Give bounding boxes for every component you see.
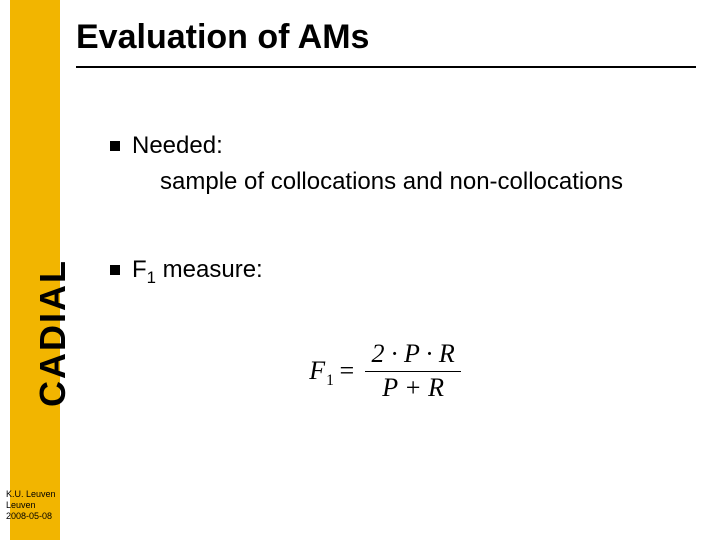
bullet-label-f1: F1 measure: xyxy=(132,256,263,288)
brand-label: CADIAL xyxy=(32,259,74,407)
bullet-item-f1: F1 measure: xyxy=(110,256,690,288)
page-title: Evaluation of AMs xyxy=(76,18,369,57)
formula-equals: = xyxy=(338,356,356,386)
formula-denominator: P + R xyxy=(376,374,450,403)
footer: K.U. Leuven Leuven 2008-05-08 xyxy=(6,489,56,522)
footer-line-3: 2008-05-08 xyxy=(6,511,56,522)
bullet-subtext-needed: sample of collocations and non-collocati… xyxy=(160,168,690,196)
square-bullet-icon xyxy=(110,141,120,151)
bullet-item-needed: Needed: xyxy=(110,132,690,160)
footer-line-1: K.U. Leuven xyxy=(6,489,56,500)
f1-label-suffix: measure: xyxy=(156,256,263,283)
footer-line-2: Leuven xyxy=(6,500,56,511)
content-area: Needed: sample of collocations and non-c… xyxy=(110,132,690,296)
f1-label-prefix: F xyxy=(132,256,147,283)
formula-numerator: 2 · P · R xyxy=(365,340,460,369)
f1-label-subscript: 1 xyxy=(147,268,156,287)
fraction-bar xyxy=(365,371,460,373)
slide: CADIAL K.U. Leuven Leuven 2008-05-08 Eva… xyxy=(0,0,720,540)
formula-fraction: 2 · P · R P + R xyxy=(365,340,460,403)
square-bullet-icon xyxy=(110,265,120,275)
formula: F1 = 2 · P · R P + R xyxy=(305,340,465,403)
formula-lhs-subscript: 1 xyxy=(326,372,334,390)
formula-lhs: F1 xyxy=(309,356,334,386)
formula-lhs-symbol: F xyxy=(309,356,325,386)
bullet-label-needed: Needed: xyxy=(132,132,223,160)
title-underline xyxy=(76,66,696,68)
